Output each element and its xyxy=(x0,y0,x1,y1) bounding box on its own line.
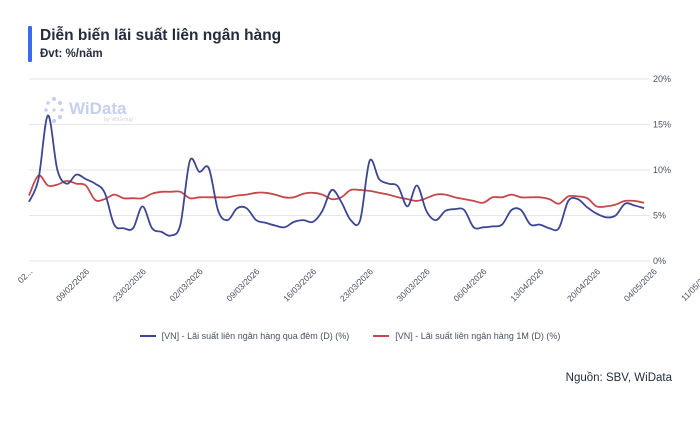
source-note: Nguồn: SBV, WiData xyxy=(565,372,672,384)
x-tick-label: 30/03/2026 xyxy=(395,266,432,303)
chart-legend: [VN] - Lãi suất liên ngân hàng qua đêm (… xyxy=(0,331,700,341)
x-axis-tick-labels: 02... 09/02/2026 23/02/2026 02/03/2026 09/03… xyxy=(16,266,700,303)
x-tick-label: 04/05/2026 xyxy=(622,266,659,303)
widata-watermark: WiData by WiGroup xyxy=(44,96,133,124)
watermark-brand: WiData xyxy=(69,99,127,118)
title-accent-bar xyxy=(28,26,32,62)
series-line-1m xyxy=(28,174,645,208)
x-tick-label: 20/04/2026 xyxy=(565,266,602,303)
y-axis-tick-labels: 0% 5% 10% 15% 20% xyxy=(653,74,671,266)
legend-item-overnight[interactable]: [VN] - Lãi suất liên ngân hàng qua đêm (… xyxy=(139,331,350,341)
x-tick-label: 02/03/2026 xyxy=(168,266,205,303)
x-tick-label: 09/03/2026 xyxy=(224,266,261,303)
x-tick-label: 11/05/2026 xyxy=(679,266,700,303)
x-tick-label: 16/03/2026 xyxy=(281,266,318,303)
x-tick-label: 06/04/2026 xyxy=(451,266,488,303)
legend-swatch-overnight xyxy=(139,335,156,337)
x-tick-label: 13/04/2026 xyxy=(508,266,545,303)
legend-swatch-1m xyxy=(373,335,390,337)
legend-label-1m: [VN] - Lãi suất liên ngân hàng 1M (D) (%… xyxy=(395,331,561,341)
widata-logo-icon xyxy=(44,96,64,124)
series-line-overnight xyxy=(28,114,645,237)
grid-lines xyxy=(29,78,650,262)
series-lines xyxy=(28,114,645,237)
chart-unit-label: Đvt: %/năm xyxy=(40,48,103,60)
legend-item-1m[interactable]: [VN] - Lãi suất liên ngân hàng 1M (D) (%… xyxy=(373,331,560,341)
y-tick-label: 5% xyxy=(653,211,666,221)
watermark-sub: by WiGroup xyxy=(104,117,133,123)
y-tick-label: 10% xyxy=(653,165,671,175)
x-tick-label: 23/02/2026 xyxy=(111,266,148,303)
x-tick-label: 23/03/2026 xyxy=(338,266,375,303)
x-tick-label: 09/02/2026 xyxy=(54,266,91,303)
y-tick-label: 20% xyxy=(653,74,671,84)
x-tick-label: 02... xyxy=(16,266,35,285)
legend-label-overnight: [VN] - Lãi suất liên ngân hàng qua đêm (… xyxy=(161,331,350,341)
chart-title: Diễn biến lãi suất liên ngân hàng xyxy=(40,27,282,44)
y-tick-label: 0% xyxy=(653,256,666,266)
y-tick-label: 15% xyxy=(653,120,671,130)
